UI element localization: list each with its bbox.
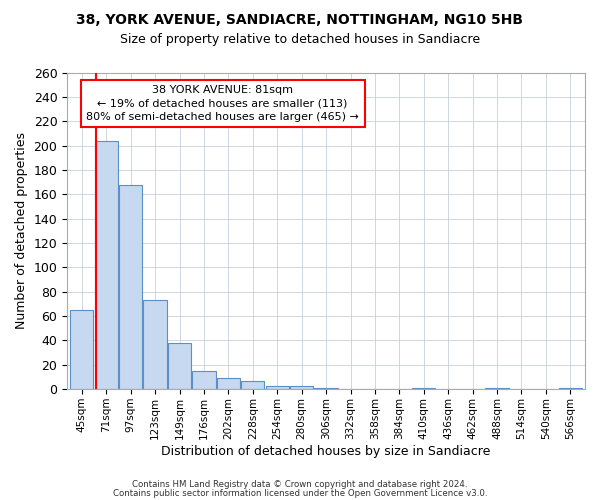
Text: 38, YORK AVENUE, SANDIACRE, NOTTINGHAM, NG10 5HB: 38, YORK AVENUE, SANDIACRE, NOTTINGHAM, … [77, 12, 523, 26]
Text: Contains public sector information licensed under the Open Government Licence v3: Contains public sector information licen… [113, 489, 487, 498]
Y-axis label: Number of detached properties: Number of detached properties [15, 132, 28, 330]
Bar [241, 380, 265, 389]
Bar [485, 388, 509, 389]
X-axis label: Distribution of detached houses by size in Sandiacre: Distribution of detached houses by size … [161, 444, 491, 458]
Bar [70, 310, 94, 389]
Bar [119, 184, 142, 389]
Text: Contains HM Land Registry data © Crown copyright and database right 2024.: Contains HM Land Registry data © Crown c… [132, 480, 468, 489]
Bar [412, 388, 436, 389]
Bar [168, 343, 191, 389]
Bar [143, 300, 167, 389]
Text: 38 YORK AVENUE: 81sqm
← 19% of detached houses are smaller (113)
80% of semi-det: 38 YORK AVENUE: 81sqm ← 19% of detached … [86, 85, 359, 122]
Bar [217, 378, 240, 389]
Bar [95, 140, 118, 389]
Text: Size of property relative to detached houses in Sandiacre: Size of property relative to detached ho… [120, 32, 480, 46]
Bar [193, 371, 215, 389]
Bar [266, 386, 289, 389]
Bar [314, 388, 338, 389]
Bar [290, 386, 313, 389]
Bar [559, 388, 582, 389]
